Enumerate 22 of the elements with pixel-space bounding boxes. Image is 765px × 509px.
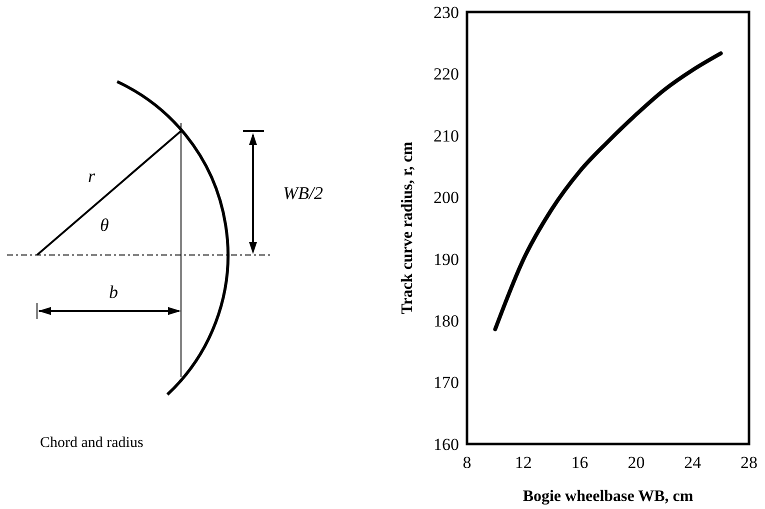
text: r — [88, 166, 96, 186]
x-tick-label: 12 — [514, 453, 532, 472]
y-tick-label: 170 — [434, 373, 459, 392]
y-axis-title: Track curve radius, r, cm — [399, 141, 416, 314]
y-tick-label: 200 — [434, 188, 459, 208]
x-tick-label: 28 — [740, 453, 758, 472]
y-tick-label: 220 — [434, 64, 459, 84]
text: θ — [100, 215, 109, 235]
x-tick-label: 20 — [628, 453, 645, 472]
y-tick-label: 230 — [434, 2, 459, 22]
line-series — [493, 51, 723, 332]
text: WB/2 — [283, 183, 323, 203]
y-tick-label: 160 — [434, 434, 459, 454]
y-tick-label: 210 — [434, 126, 459, 146]
x-tick-label: 24 — [684, 453, 702, 472]
text: b — [109, 282, 118, 302]
x-tick-label: 8 — [462, 453, 472, 472]
y-tick-label: 190 — [434, 250, 459, 269]
x-axis-title: Bogie wheelbase WB, cm — [522, 488, 694, 505]
text: Chord and radius — [40, 435, 144, 451]
y-tick-label: 180 — [434, 312, 459, 331]
x-tick-label: 16 — [571, 453, 588, 472]
